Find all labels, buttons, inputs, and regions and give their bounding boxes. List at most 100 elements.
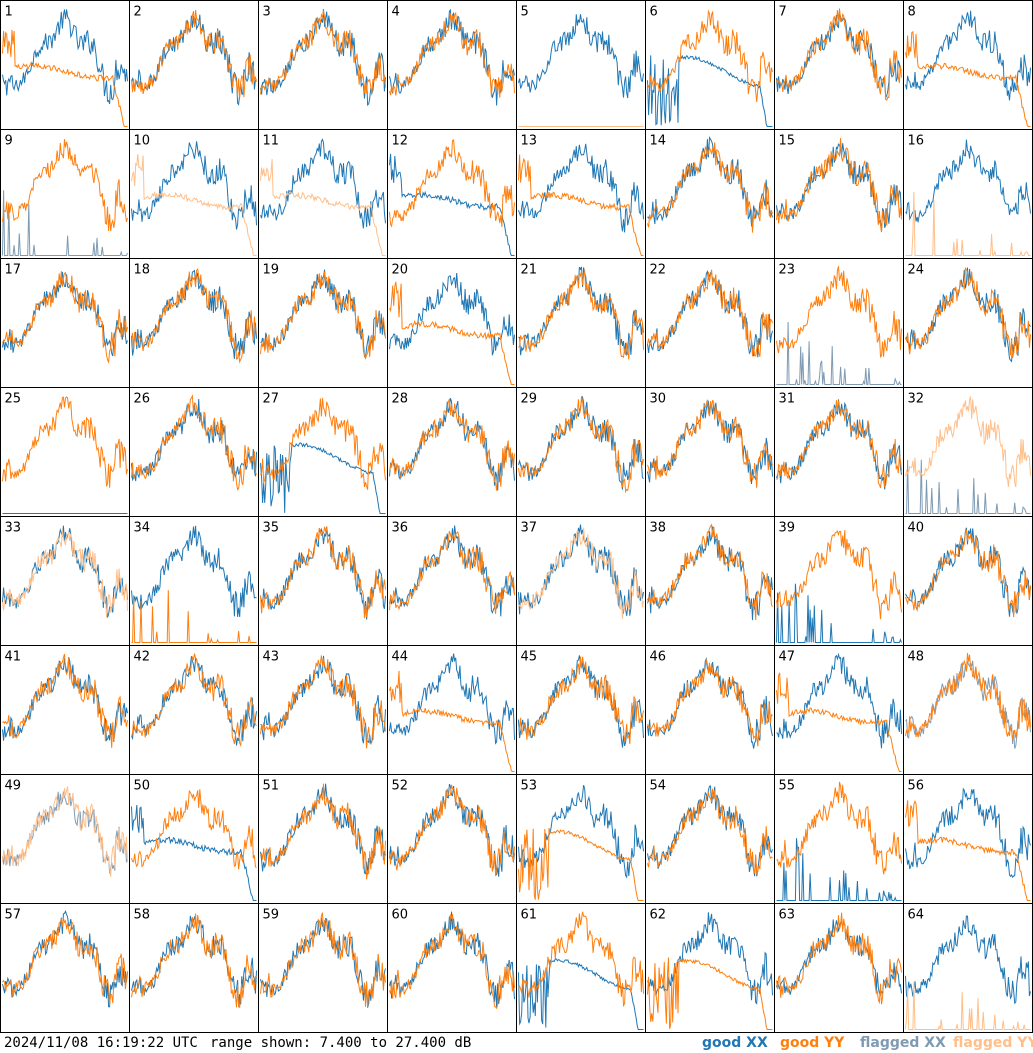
panel-18: 18 (129, 258, 259, 388)
series-xx-53 (518, 785, 644, 879)
series-yy-12 (389, 139, 515, 228)
panel-25: 25 (0, 387, 130, 517)
panel-label-8: 8 (908, 5, 916, 20)
series-yy-24 (905, 267, 1031, 358)
panel-label-25: 25 (5, 392, 22, 407)
panel-49: 49 (0, 774, 130, 904)
panel-frame (129, 129, 259, 259)
panel-42: 42 (129, 645, 259, 775)
series-yy-63 (776, 912, 902, 1005)
panel-60: 60 (387, 903, 517, 1033)
panel-frame (387, 645, 517, 775)
panel-label-21: 21 (521, 263, 538, 278)
series-yy-52 (389, 784, 515, 877)
series-xx-27 (260, 442, 386, 514)
panel-label-42: 42 (134, 650, 151, 665)
panel-56: 56 (903, 774, 1033, 904)
series-yy-51 (260, 783, 386, 880)
panel-55: 55 (774, 774, 904, 904)
panel-frame (903, 0, 1033, 130)
panel-frame (387, 258, 517, 388)
series-yy-28 (389, 398, 515, 491)
panel-label-63: 63 (779, 908, 796, 923)
series-yy-53 (518, 827, 644, 901)
series-xx-5 (518, 14, 644, 99)
series-yy-13 (518, 154, 644, 256)
series-yy-38 (647, 523, 773, 621)
panel-31: 31 (774, 387, 904, 517)
panel-label-41: 41 (5, 650, 22, 665)
panel-48: 48 (903, 645, 1033, 775)
panel-32: 32 (903, 387, 1033, 517)
panel-label-6: 6 (650, 5, 658, 20)
series-yy-3 (260, 10, 386, 95)
series-yy-16 (905, 191, 1031, 256)
panel-label-34: 34 (134, 521, 151, 536)
panel-22: 22 (645, 258, 775, 388)
series-xx-8 (905, 10, 1031, 101)
panel-11: 11 (258, 129, 388, 259)
panel-label-61: 61 (521, 908, 538, 923)
series-yy-11 (260, 158, 386, 256)
panel-frame (516, 774, 646, 904)
series-yy-41 (2, 653, 128, 748)
series-yy-60 (389, 913, 515, 1010)
panel-frame (774, 129, 904, 259)
panel-label-52: 52 (392, 779, 409, 794)
panel-frame (903, 129, 1033, 259)
panel-5: 5 (516, 0, 646, 130)
panel-label-12: 12 (392, 134, 409, 149)
panel-33: 33 (0, 516, 130, 646)
panel-30: 30 (645, 387, 775, 517)
panel-label-56: 56 (908, 779, 925, 794)
panel-40: 40 (903, 516, 1033, 646)
panel-46: 46 (645, 645, 775, 775)
series-yy-18 (131, 268, 257, 364)
series-xx-36 (389, 525, 515, 617)
series-yy-30 (647, 399, 773, 488)
panel-frame (387, 774, 517, 904)
series-xx-10 (131, 141, 257, 230)
panel-label-44: 44 (392, 650, 409, 665)
panel-label-51: 51 (263, 779, 280, 794)
panel-57: 57 (0, 903, 130, 1033)
panel-label-31: 31 (779, 392, 796, 407)
panel-frame (516, 129, 646, 259)
series-xx-1 (2, 9, 128, 105)
panel-label-28: 28 (392, 392, 409, 407)
panel-label-48: 48 (908, 650, 925, 665)
series-yy-49 (2, 786, 128, 877)
timestamp-text: 2024/11/08 16:19:22 UTC (4, 1035, 198, 1051)
panel-17: 17 (0, 258, 130, 388)
panel-label-54: 54 (650, 779, 667, 794)
panel-label-15: 15 (779, 134, 796, 149)
panel-54: 54 (645, 774, 775, 904)
panel-label-17: 17 (5, 263, 22, 278)
panel-frame (387, 387, 517, 517)
series-xx-11 (260, 138, 386, 229)
panel-14: 14 (645, 129, 775, 259)
panel-63: 63 (774, 903, 904, 1033)
series-yy-20 (389, 281, 515, 385)
panel-frame (774, 645, 904, 775)
legend-flagged-yy: flagged YY (953, 1035, 1033, 1051)
series-xx-60 (389, 911, 515, 1009)
series-xx-39 (776, 583, 902, 643)
panel-label-59: 59 (263, 908, 280, 923)
series-yy-62 (647, 957, 773, 1030)
panel-37: 37 (516, 516, 646, 646)
series-yy-7 (776, 8, 902, 101)
panel-8: 8 (903, 0, 1033, 130)
panel-4: 4 (387, 0, 517, 130)
footer-bar: 2024/11/08 16:19:22 UTC range shown: 7.4… (0, 1033, 1033, 1053)
series-yy-46 (647, 658, 773, 747)
panel-frame (258, 129, 388, 259)
panel-label-18: 18 (134, 263, 151, 278)
panel-label-33: 33 (5, 521, 22, 536)
panel-frame (774, 903, 904, 1033)
series-yy-19 (260, 271, 386, 360)
series-yy-10 (131, 154, 257, 256)
panel-label-27: 27 (263, 392, 280, 407)
panel-38: 38 (645, 516, 775, 646)
series-yy-37 (518, 527, 644, 619)
